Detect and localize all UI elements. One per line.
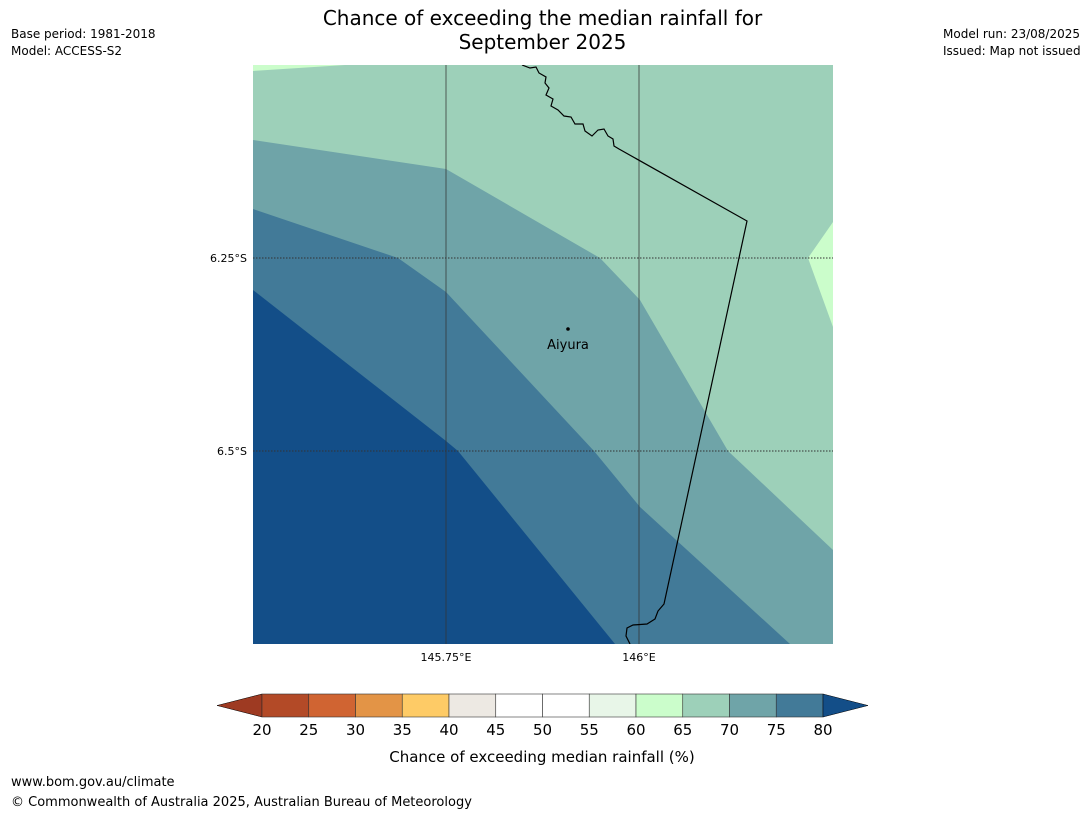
provincial-border: [521, 65, 748, 644]
colorbar-tick-label: 35: [393, 721, 412, 739]
colorbar-segment-65_70: [682, 693, 730, 718]
colorbar-tick-label: 50: [533, 721, 552, 739]
colorbar-tick-label: 65: [673, 721, 692, 739]
model-text: Model: ACCESS-S2: [11, 44, 123, 58]
aiyura-label: Aiyura: [547, 338, 589, 353]
lat-label-6-25: 6.25°S: [210, 252, 247, 265]
base-period-text: Base period: 1981-2018: [11, 27, 156, 41]
colorbar-tick-label: 25: [299, 721, 318, 739]
colorbar-segment-55_60: [588, 693, 637, 718]
aiyura-marker: [566, 327, 570, 331]
footer-url[interactable]: www.bom.gov.au/climate: [11, 775, 175, 790]
colorbar-tick-label: 45: [486, 721, 505, 739]
colorbar-tick-label: 70: [720, 721, 739, 739]
colorbar-tick-label: 60: [626, 721, 645, 739]
colorbar-segment-45_50: [495, 693, 543, 718]
colorbar-segment-75_80: [775, 693, 824, 718]
colorbar-low-extension: [216, 693, 263, 718]
colorbar-ticks: 20 25 30 35 40 45 50 55 60 65 70 75 80: [252, 721, 832, 739]
colorbar-segments: [261, 693, 824, 718]
rainfall-probability-map: Aiyura: [253, 65, 833, 644]
colorbar-segment-70_75: [729, 693, 777, 718]
lon-label-146: 146°E: [622, 651, 655, 664]
title-line-2: September 2025: [458, 30, 627, 54]
colorbar-tick-label: 55: [580, 721, 599, 739]
colorbar-segment-30_35: [355, 693, 403, 718]
title-line-1: Chance of exceeding the median rainfall …: [322, 6, 763, 30]
colorbar-segment-50_55: [542, 693, 590, 718]
issued-text: Issued: Map not issued: [943, 44, 1081, 58]
colorbar-segment-35_40: [401, 693, 450, 718]
meta-left: Base period: 1981-2018 Model: ACCESS-S2: [11, 26, 156, 60]
colorbar-tick-label: 75: [767, 721, 786, 739]
meta-right: Model run: 23/08/2025 Issued: Map not is…: [943, 26, 1081, 60]
map-title: Chance of exceeding the median rainfall …: [200, 6, 885, 54]
colorbar-segment-60_65: [635, 693, 684, 718]
colorbar-segment-25_30: [308, 693, 356, 718]
colorbar-title: Chance of exceeding median rainfall (%): [389, 748, 694, 766]
colorbar-high-extension: [822, 693, 869, 718]
colorbar-tick-label: 30: [346, 721, 365, 739]
colorbar-tick-label: 80: [813, 721, 832, 739]
colorbar: 20 25 30 35 40 45 50 55 60 65 70 75 80 Chance of exc…: [216, 693, 869, 766]
zone-above-80: [253, 290, 615, 644]
colorbar-segment-20_25: [261, 693, 310, 718]
footer-copyright: © Commonwealth of Australia 2025, Austra…: [11, 795, 472, 810]
colorbar-tick-label: 40: [439, 721, 458, 739]
gridlines: [253, 65, 833, 644]
colorbar-segment-40_45: [448, 693, 497, 718]
model-run-text: Model run: 23/08/2025: [943, 27, 1081, 41]
lat-label-6-5: 6.5°S: [217, 445, 247, 458]
lon-label-145-75: 145.75°E: [421, 651, 472, 664]
colorbar-tick-label: 20: [252, 721, 271, 739]
